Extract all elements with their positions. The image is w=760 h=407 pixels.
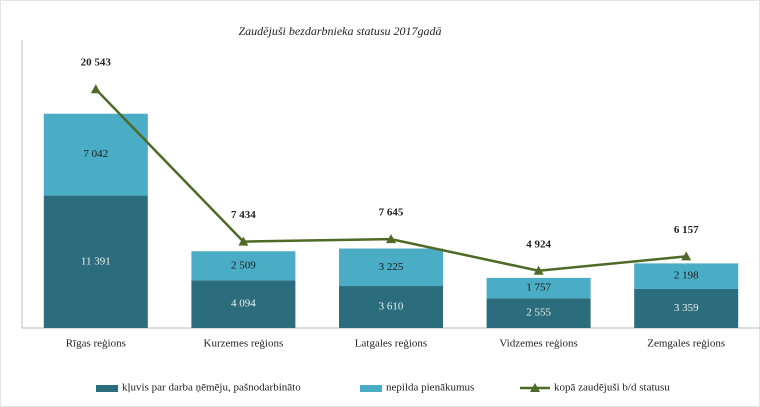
data-label: 7 042 — [83, 148, 108, 160]
legend-marker — [530, 383, 540, 392]
data-label: 1 757 — [526, 282, 551, 294]
data-label: 2 509 — [231, 259, 256, 271]
bar-segment — [634, 263, 739, 289]
x-tick-label: Zemgales reģions — [647, 338, 725, 350]
data-label: 2 198 — [674, 270, 699, 282]
line-marker — [533, 265, 544, 275]
data-label: 3 225 — [379, 261, 404, 273]
bar-segment — [486, 277, 591, 299]
line-marker — [90, 84, 101, 94]
line — [94, 88, 687, 273]
legend-label: kļuvis par darba ņēmēju, pašnodarbināto — [122, 382, 301, 394]
data-label: 3 359 — [674, 302, 699, 314]
bar-segment — [339, 286, 443, 328]
x-tick-label: Kurzemes reģions — [204, 338, 284, 350]
data-label: 3 610 — [379, 301, 404, 313]
legend-swatch — [96, 385, 118, 392]
legend-label: nepilda pienākumus — [386, 382, 474, 394]
chart-title: Zaudējuši bezdarbnieka statusu 2017gadā — [239, 24, 442, 38]
bar-segment — [486, 298, 591, 328]
data-label: 7 645 — [379, 207, 404, 219]
bar-segment — [634, 288, 739, 328]
legend-swatch — [360, 385, 382, 392]
line-marker — [238, 236, 249, 246]
x-tick-label: Vidzemes reģions — [499, 338, 577, 350]
data-label: 4 924 — [526, 238, 551, 250]
data-label: 7 434 — [231, 209, 256, 221]
bar-segment — [339, 248, 443, 287]
data-label: 20 543 — [81, 57, 112, 69]
data-label: 4 094 — [231, 298, 256, 310]
x-tick-label: Latgales reģions — [355, 338, 427, 350]
legend-label: kopā zaudējuši b/d statusu — [554, 382, 670, 394]
data-label: 11 391 — [81, 255, 111, 267]
x-tick-label: Rīgas reģions — [66, 338, 126, 350]
data-label: 6 157 — [674, 224, 699, 236]
bar-segment — [43, 113, 148, 196]
bar-segment — [43, 195, 148, 328]
data-label: 2 555 — [526, 307, 551, 319]
bar-segment — [191, 251, 296, 281]
line-marker — [386, 234, 396, 244]
bar-segment — [191, 280, 296, 328]
line-marker — [681, 251, 692, 261]
